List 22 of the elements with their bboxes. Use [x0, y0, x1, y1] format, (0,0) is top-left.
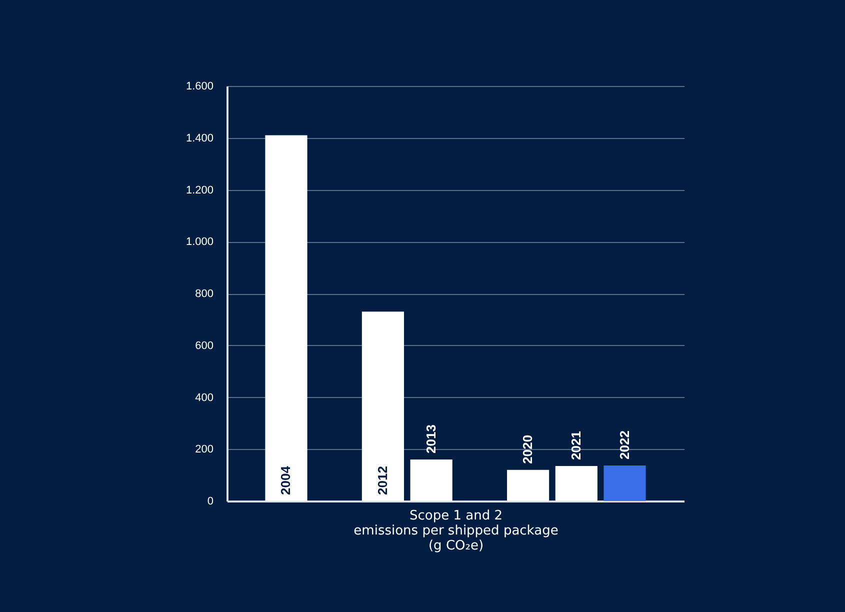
- y-tick-label: 1.600: [186, 80, 214, 92]
- y-tick-label: 400: [195, 392, 214, 404]
- y-tick-label: 200: [195, 444, 214, 456]
- x-axis-title: Scope 1 and 2 emissions per shipped package (g CO₂e): [354, 508, 558, 554]
- y-tick-label: 0: [207, 496, 214, 508]
- y-tick-label: 1.000: [186, 236, 214, 248]
- bar: [410, 460, 452, 501]
- bar: [265, 135, 308, 501]
- bar: [362, 312, 404, 501]
- bar: [507, 470, 550, 501]
- y-tick-label: 1.400: [186, 132, 214, 144]
- x-tick-label: 2004: [278, 465, 294, 495]
- bar: [604, 465, 646, 501]
- x-tick-label: 2022: [616, 430, 632, 460]
- x-tick-label: 2012: [374, 466, 390, 495]
- bar: [555, 466, 598, 501]
- y-tick-label: 1.200: [186, 184, 214, 196]
- y-tick-label: 600: [195, 340, 214, 352]
- x-tick-label: 2020: [520, 434, 536, 464]
- x-tick-label: 2021: [568, 431, 584, 460]
- x-tick-label: 2013: [423, 424, 438, 454]
- y-tick-label: 800: [195, 288, 214, 300]
